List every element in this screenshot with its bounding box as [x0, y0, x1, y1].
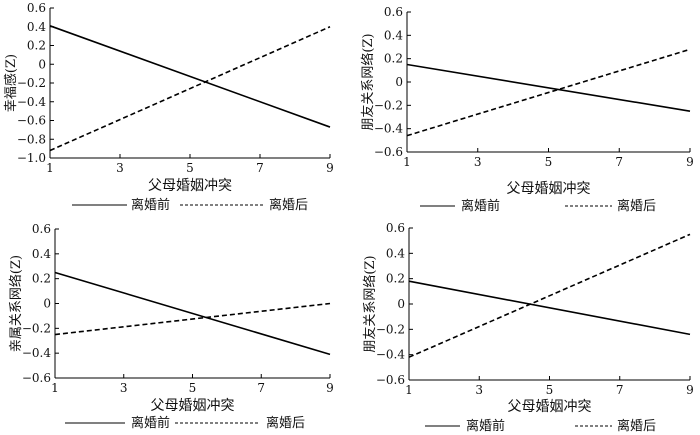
- series-line-after: [408, 233, 691, 358]
- series-line-after: [49, 26, 331, 152]
- y-tick-label: 0.4: [384, 28, 403, 42]
- x-axis-title: 父母婚姻冲突: [151, 398, 235, 414]
- y-tick-label: 0.2: [386, 272, 405, 286]
- x-tick-label: 3: [474, 155, 482, 169]
- y-tick-label: 0.2: [27, 39, 46, 53]
- series-line-after: [406, 48, 691, 137]
- y-tick-label: 0.2: [32, 272, 51, 286]
- y-tick-label: −0.2: [22, 321, 51, 335]
- y-tick-label: −0.4: [17, 95, 47, 109]
- y-tick-label: −0.4: [376, 348, 406, 362]
- x-axis-title: 父母婚姻冲突: [508, 399, 592, 415]
- y-tick-label: −0.4: [22, 346, 52, 360]
- y-tick-label: 0.4: [32, 247, 51, 261]
- legend-label: 离婚后: [266, 415, 305, 431]
- x-tick-label: 9: [326, 381, 334, 395]
- chart-panel-2: −0.6 −0.4 −0.2 0 0.2 0.4 0.6 1 3 5 7 9 父母婚姻冲突 朋友关系网络(…: [360, 5, 694, 214]
- y-tick-label: 0.6: [32, 222, 51, 236]
- series-line-before: [54, 271, 331, 356]
- x-tick-label: 1: [51, 381, 59, 395]
- series-line-before: [49, 25, 331, 128]
- legend-label: 离婚后: [617, 418, 656, 434]
- y-tick-label: −0.4: [374, 122, 404, 136]
- chart-panel-4: −0.6 −0.4 −0.2 0 0.2 0.4 0.6 1 3 5 7 9 父母婚姻冲突 朋友关系网络(…: [362, 221, 694, 434]
- y-tick-label: 0.4: [386, 246, 405, 260]
- y-tick-label: −0.2: [376, 322, 405, 336]
- x-tick-label: 5: [545, 155, 553, 169]
- legend-label: 离婚后: [269, 197, 308, 213]
- y-tick-label: 0: [38, 57, 46, 71]
- chart-panel-1: −1.0 −0.8 −0.6 −0.4 −0.2 0 0.2 0.4 0.6 1 3 5 7 9 父母婚姻冲…: [3, 1, 334, 213]
- x-tick-label: 7: [615, 155, 623, 169]
- x-tick-label: 5: [189, 381, 197, 395]
- legend-label: 离婚前: [131, 197, 170, 213]
- x-tick-label: 7: [257, 381, 265, 395]
- y-tick-label: −0.2: [374, 98, 403, 112]
- y-tick-label: −0.6: [17, 114, 46, 128]
- y-tick-label: −0.6: [374, 145, 403, 159]
- y-tick-label: 0.6: [27, 1, 46, 15]
- y-tick-label: 0.4: [27, 20, 46, 34]
- y-tick-label: −0.8: [17, 132, 46, 146]
- series-line-after: [54, 302, 331, 336]
- x-tick-label: 5: [186, 161, 194, 175]
- x-tick-label: 1: [403, 155, 411, 169]
- x-tick-label: 3: [116, 161, 124, 175]
- x-tick-label: 9: [686, 383, 694, 397]
- x-tick-label: 9: [326, 161, 334, 175]
- x-tick-label: 5: [546, 383, 554, 397]
- y-tick-label: −0.2: [17, 76, 46, 90]
- x-axis-title: 父母婚姻冲突: [507, 181, 591, 197]
- legend-label: 离婚前: [131, 415, 170, 431]
- y-axis-title: 朋友关系网络(Z): [362, 255, 378, 352]
- y-axis-title: 幸福感(Z): [3, 54, 19, 112]
- y-tick-label: 0.2: [384, 52, 403, 66]
- y-tick-label: 0.6: [384, 5, 403, 19]
- y-axis-title: 亲属关系网络(Z): [8, 255, 24, 352]
- x-tick-label: 3: [475, 383, 483, 397]
- legend-label: 离婚后: [617, 198, 656, 214]
- x-tick-label: 7: [256, 161, 264, 175]
- y-tick-label: −1.0: [17, 151, 46, 165]
- y-tick-label: 0: [397, 297, 405, 311]
- x-tick-label: 9: [686, 155, 694, 169]
- legend-label: 离婚前: [461, 198, 500, 214]
- y-tick-label: 0.6: [386, 221, 405, 235]
- x-tick-label: 1: [46, 161, 54, 175]
- x-tick-label: 3: [120, 381, 128, 395]
- x-tick-label: 7: [616, 383, 624, 397]
- y-tick-label: 0: [395, 75, 403, 89]
- y-tick-label: 0: [43, 297, 51, 311]
- chart-panel-3: −0.6 −0.4 −0.2 0 0.2 0.4 0.6 1 3 5 7 9 父母婚姻冲突 亲属关系网络(…: [8, 222, 334, 431]
- series-line-before: [408, 280, 691, 336]
- legend-label: 离婚前: [466, 418, 505, 434]
- y-tick-label: −0.6: [376, 373, 405, 387]
- series-line-before: [406, 63, 691, 112]
- y-axis-title: 朋友关系网络(Z): [360, 33, 376, 130]
- y-tick-label: −0.6: [22, 371, 51, 385]
- x-tick-label: 1: [405, 383, 413, 397]
- x-axis-title: 父母婚姻冲突: [148, 178, 232, 194]
